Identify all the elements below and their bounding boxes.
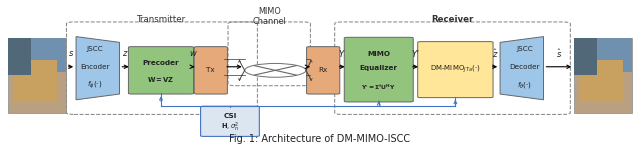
Text: $f_{\phi}(\cdot)$: $f_{\phi}(\cdot)$ <box>87 80 102 91</box>
Text: Decoder: Decoder <box>509 64 540 70</box>
Text: Rx: Rx <box>319 67 328 73</box>
FancyBboxPatch shape <box>574 38 597 75</box>
Text: $\hat{s}$: $\hat{s}$ <box>556 48 562 60</box>
Text: CSI: CSI <box>223 113 237 119</box>
Text: $\mathbf{Y'=\Sigma^{\dagger}U^HY}$: $\mathbf{Y'=\Sigma^{\dagger}U^HY}$ <box>361 83 396 92</box>
FancyBboxPatch shape <box>194 47 227 94</box>
FancyBboxPatch shape <box>14 60 57 102</box>
FancyBboxPatch shape <box>8 38 66 113</box>
Text: $\hat{z}$: $\hat{z}$ <box>492 48 499 60</box>
Text: $\mathbf{W=VZ}$: $\mathbf{W=VZ}$ <box>147 75 175 84</box>
FancyBboxPatch shape <box>8 38 66 72</box>
FancyBboxPatch shape <box>574 38 632 113</box>
Text: $s$: $s$ <box>68 49 74 58</box>
Text: Transmitter: Transmitter <box>138 15 186 24</box>
FancyBboxPatch shape <box>307 47 340 94</box>
FancyBboxPatch shape <box>580 60 623 102</box>
Text: MIMO: MIMO <box>367 51 390 57</box>
Text: MIMO
Channel: MIMO Channel <box>252 7 286 26</box>
Text: $Y$: $Y$ <box>338 48 346 59</box>
Text: $w$: $w$ <box>189 49 198 58</box>
Text: JSCC: JSCC <box>516 46 533 52</box>
Text: Equalizer: Equalizer <box>360 65 397 71</box>
FancyBboxPatch shape <box>129 47 193 94</box>
Text: $f_{\theta}(\cdot)$: $f_{\theta}(\cdot)$ <box>517 80 532 90</box>
Text: Precoder: Precoder <box>143 60 179 66</box>
FancyBboxPatch shape <box>418 42 493 98</box>
Text: Receiver: Receiver <box>431 15 474 24</box>
Text: Encoder: Encoder <box>80 64 109 70</box>
Circle shape <box>244 64 306 77</box>
Text: Fig. 1: Architecture of DM-MIMO-ISCC: Fig. 1: Architecture of DM-MIMO-ISCC <box>229 134 411 144</box>
FancyBboxPatch shape <box>8 38 31 75</box>
Text: JSCC: JSCC <box>86 46 103 52</box>
FancyBboxPatch shape <box>200 106 259 136</box>
Polygon shape <box>500 37 543 100</box>
Text: $Y'$: $Y'$ <box>411 48 420 59</box>
FancyBboxPatch shape <box>574 38 632 72</box>
Text: DM-MIMO$_{JTa}(\cdot)$: DM-MIMO$_{JTa}(\cdot)$ <box>430 64 481 75</box>
FancyBboxPatch shape <box>344 37 413 102</box>
Text: $\mathbf{H},\sigma_n^2$: $\mathbf{H},\sigma_n^2$ <box>221 121 239 134</box>
Polygon shape <box>76 37 120 100</box>
Text: $z$: $z$ <box>122 49 129 58</box>
Text: Tx: Tx <box>207 67 215 73</box>
